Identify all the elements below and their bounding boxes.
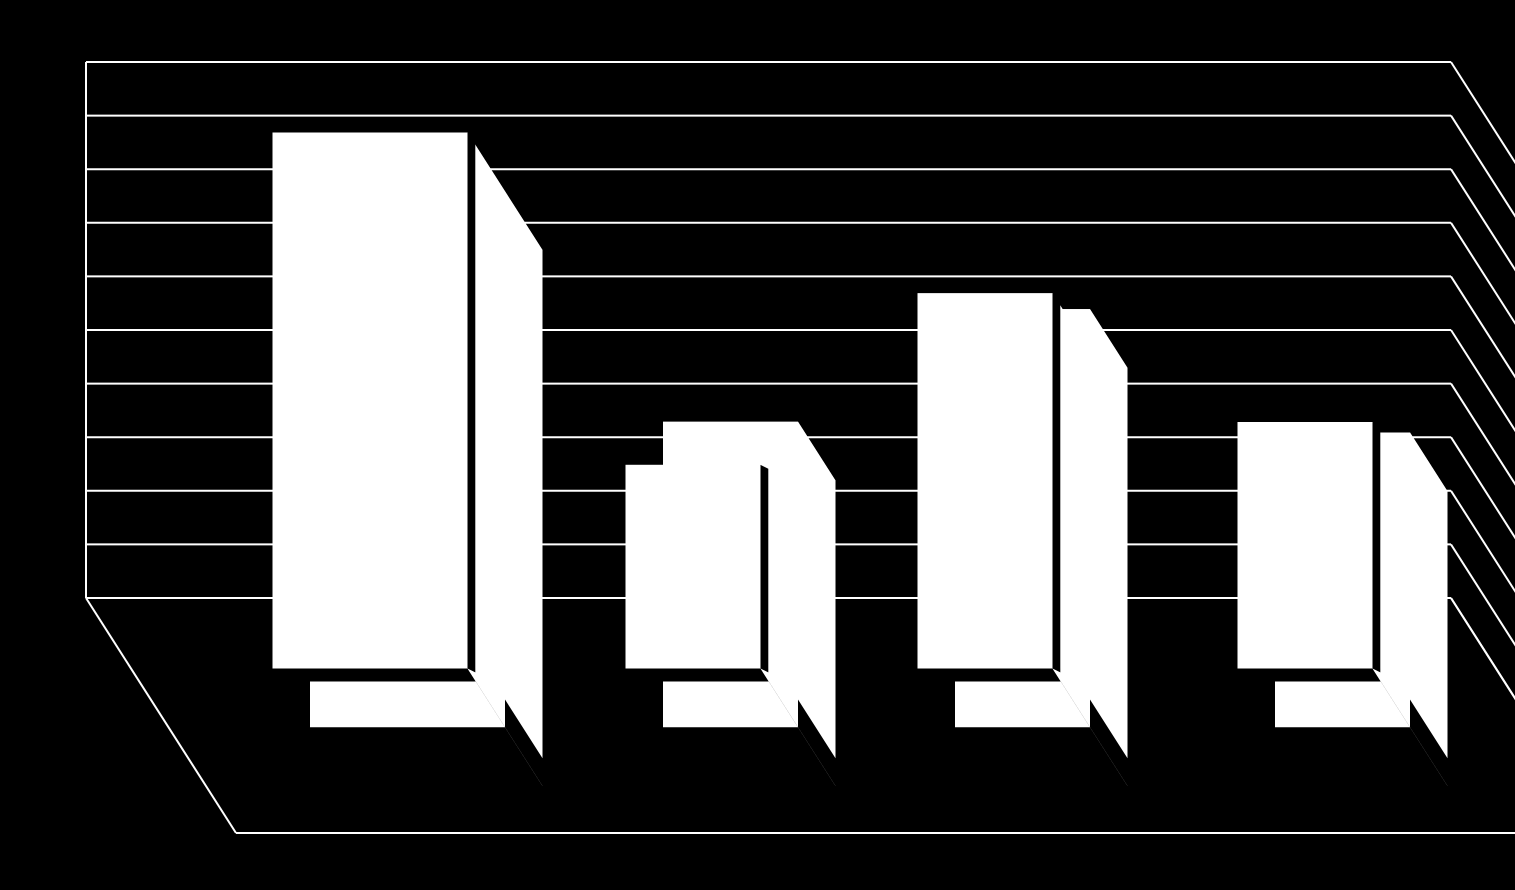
chart-3d-bar bbox=[0, 0, 1515, 890]
